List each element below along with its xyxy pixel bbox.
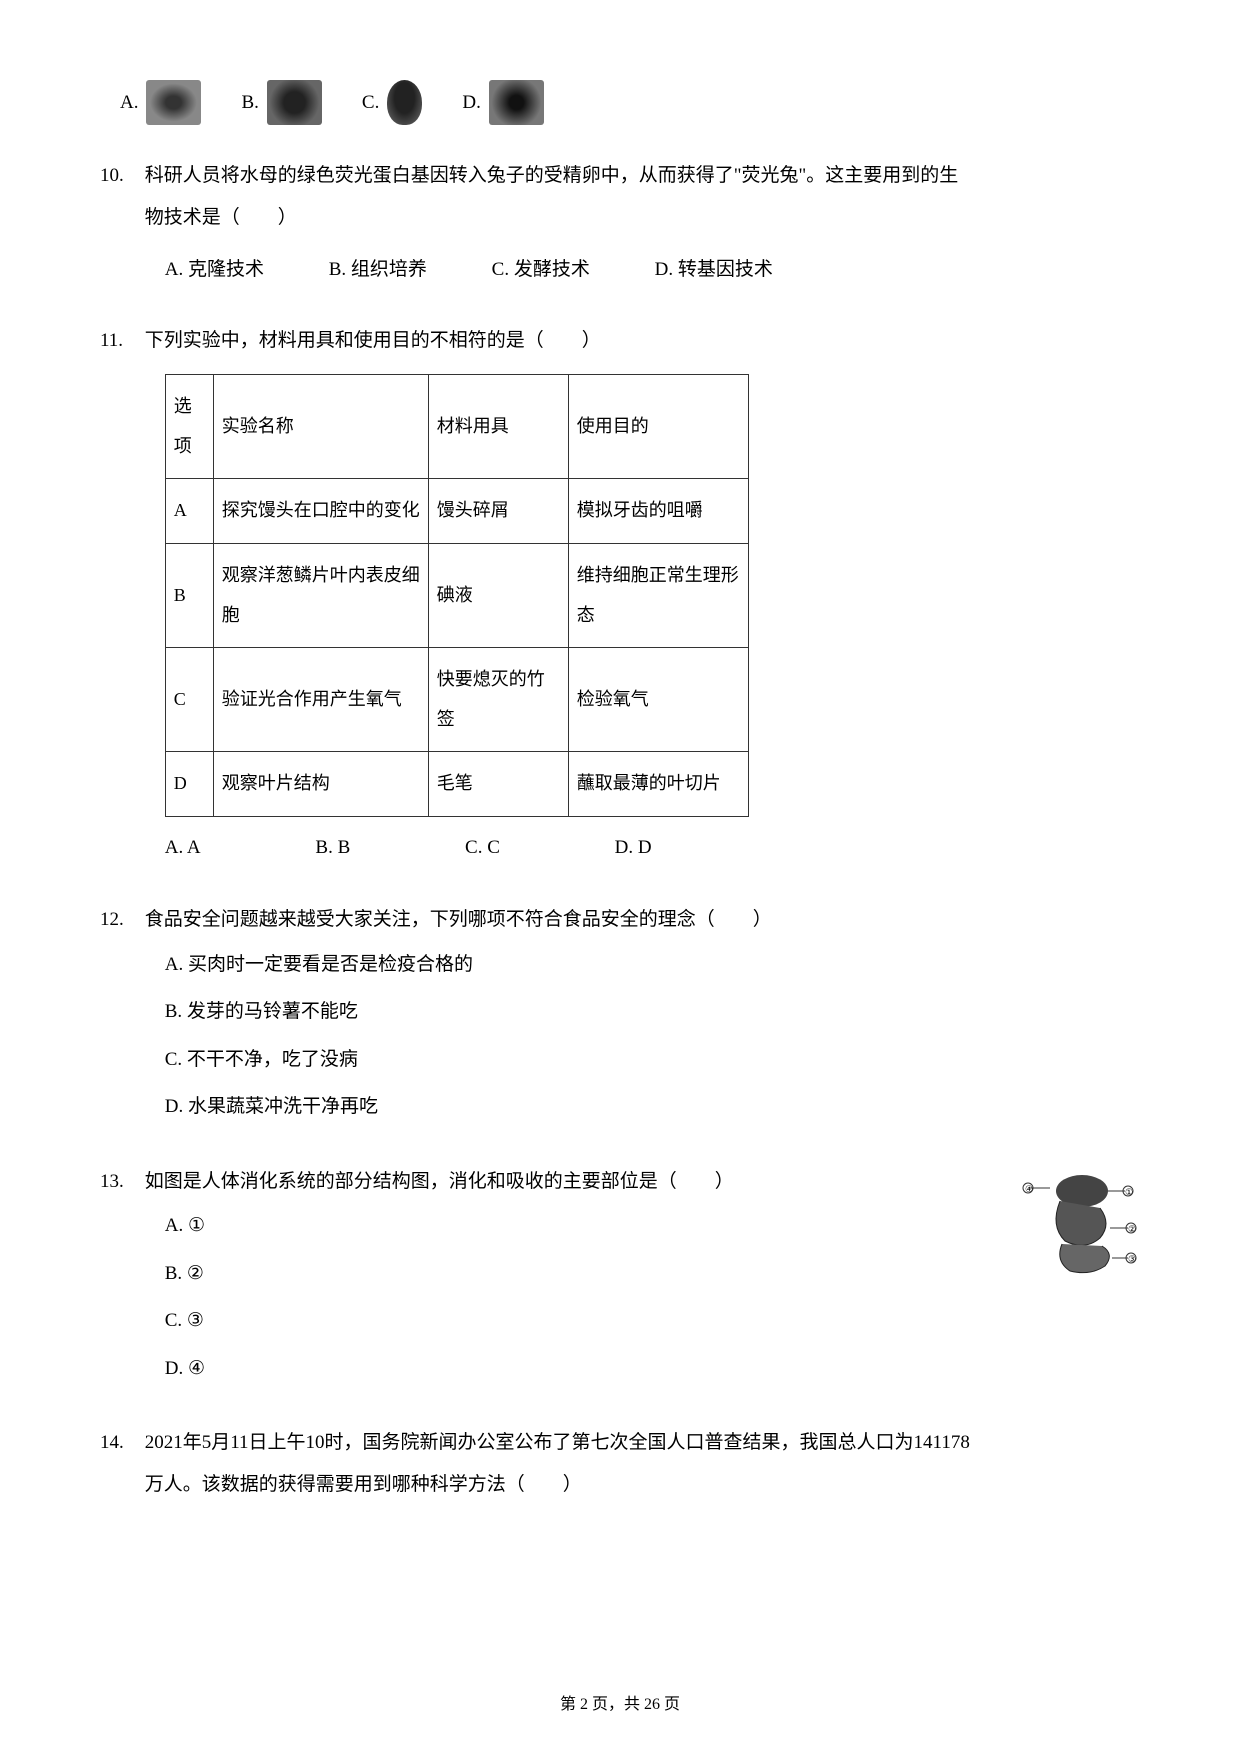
- question-number: 10.: [100, 155, 140, 197]
- option-b[interactable]: B. 发芽的马铃薯不能吃: [165, 988, 1140, 1036]
- option-b[interactable]: B. ②: [165, 1250, 1000, 1298]
- header-cell: 使用目的: [568, 375, 748, 479]
- label-2: ②: [1128, 1224, 1136, 1234]
- table-cell: 探究馒头在口腔中的变化: [213, 479, 428, 544]
- header-cell: 材料用具: [428, 375, 568, 479]
- header-cell: 实验名称: [213, 375, 428, 479]
- label-3: ③: [1128, 1254, 1136, 1264]
- table-cell: 碘液: [428, 543, 568, 647]
- option-b[interactable]: B. B: [315, 827, 350, 869]
- table-cell: 维持细胞正常生理形态: [568, 543, 748, 647]
- question-11: 11. 下列实验中，材料用具和使用目的不相符的是（ ） 选项 实验名称 材料用具…: [100, 320, 1140, 868]
- question-13: 13. 如图是人体消化系统的部分结构图，消化和吸收的主要部位是（ ） A. ① …: [100, 1161, 1140, 1393]
- option-label: B.: [241, 92, 258, 114]
- table-cell: C: [165, 648, 213, 752]
- butterfly-icon: [267, 80, 322, 125]
- question-line: 食品安全问题越来越受大家关注，下列哪项不符合食品安全的理念（ ）: [145, 909, 772, 930]
- option-c-image[interactable]: C.: [362, 80, 422, 125]
- option-a-image[interactable]: A.: [120, 80, 201, 125]
- option-d[interactable]: D. D: [615, 827, 652, 869]
- question-number: 13.: [100, 1161, 140, 1203]
- page-footer: 第 2 页，共 26 页: [0, 1690, 1240, 1714]
- question-text: 下列实验中，材料用具和使用目的不相符的是（ ） 选项 实验名称 材料用具 使用目…: [145, 320, 1140, 868]
- table-cell: 验证光合作用产生氧气: [213, 648, 428, 752]
- table-row: C 验证光合作用产生氧气 快要熄灭的竹签 检验氧气: [165, 648, 748, 752]
- spider-icon: [489, 80, 544, 125]
- question-text: 食品安全问题越来越受大家关注，下列哪项不符合食品安全的理念（ ） A. 买肉时一…: [145, 899, 1140, 1131]
- question-line-1: 科研人员将水母的绿色荧光蛋白基因转入兔子的受精卵中，从而获得了"荧光兔"。这主要…: [145, 165, 959, 186]
- experiment-table: 选项 实验名称 材料用具 使用目的 A 探究馒头在口腔中的变化 馒头碎屑 模拟牙…: [165, 374, 749, 817]
- option-b-image[interactable]: B.: [241, 80, 321, 125]
- option-a[interactable]: A. 克隆技术: [165, 249, 264, 291]
- question-number: 14.: [100, 1422, 140, 1464]
- table-cell: B: [165, 543, 213, 647]
- option-a[interactable]: A. A: [165, 827, 201, 869]
- option-a[interactable]: A. 买肉时一定要看是否是检疫合格的: [165, 941, 1140, 989]
- shell-icon: [387, 80, 422, 125]
- header-cell: 选项: [165, 375, 213, 479]
- option-label: A.: [120, 92, 138, 114]
- image-options-row: A. B. C. D.: [120, 80, 1140, 125]
- question-line-1: 2021年5月11日上午10时，国务院新闻办公室公布了第七次全国人口普查结果，我…: [145, 1432, 970, 1453]
- option-d[interactable]: D. ④: [165, 1345, 1000, 1393]
- table-row: B 观察洋葱鳞片叶内表皮细胞 碘液 维持细胞正常生理形态: [165, 543, 748, 647]
- option-label: C.: [362, 92, 379, 114]
- dragonfly-icon: [146, 80, 201, 125]
- label-4: ④: [1025, 1184, 1033, 1194]
- table-row: A 探究馒头在口腔中的变化 馒头碎屑 模拟牙齿的咀嚼: [165, 479, 748, 544]
- option-c[interactable]: C. 不干不净，吃了没病: [165, 1036, 1140, 1084]
- question-line-2: 万人。该数据的获得需要用到哪种科学方法（ ）: [145, 1474, 582, 1495]
- question-line-2: 物技术是（ ）: [145, 207, 297, 228]
- question-text: 科研人员将水母的绿色荧光蛋白基因转入兔子的受精卵中，从而获得了"荧光兔"。这主要…: [145, 155, 1140, 290]
- option-d[interactable]: D. 转基因技术: [655, 249, 773, 291]
- table-cell: D: [165, 752, 213, 817]
- option-c[interactable]: C. C: [465, 827, 500, 869]
- option-label: D.: [462, 92, 480, 114]
- option-d-image[interactable]: D.: [462, 80, 543, 125]
- option-c[interactable]: C. ③: [165, 1297, 1000, 1345]
- table-cell: 馒头碎屑: [428, 479, 568, 544]
- question-line: 如图是人体消化系统的部分结构图，消化和吸收的主要部位是（ ）: [145, 1171, 734, 1192]
- table-cell: 毛笔: [428, 752, 568, 817]
- question-text: 如图是人体消化系统的部分结构图，消化和吸收的主要部位是（ ） A. ① B. ②…: [145, 1161, 1140, 1393]
- question-text: 2021年5月11日上午10时，国务院新闻办公室公布了第七次全国人口普查结果，我…: [145, 1422, 1140, 1506]
- table-cell: 模拟牙齿的咀嚼: [568, 479, 748, 544]
- table-cell: 蘸取最薄的叶切片: [568, 752, 748, 817]
- question-number: 12.: [100, 899, 140, 941]
- option-a[interactable]: A. ①: [165, 1202, 1000, 1250]
- question-12: 12. 食品安全问题越来越受大家关注，下列哪项不符合食品安全的理念（ ） A. …: [100, 899, 1140, 1131]
- option-d[interactable]: D. 水果蔬菜冲洗干净再吃: [165, 1083, 1140, 1131]
- table-header-row: 选项 实验名称 材料用具 使用目的: [165, 375, 748, 479]
- digestive-system-diagram: ④ ① ② ③: [1020, 1166, 1140, 1286]
- table-cell: 检验氧气: [568, 648, 748, 752]
- question-10: 10. 科研人员将水母的绿色荧光蛋白基因转入兔子的受精卵中，从而获得了"荧光兔"…: [100, 155, 1140, 290]
- table-row: D 观察叶片结构 毛笔 蘸取最薄的叶切片: [165, 752, 748, 817]
- question-14: 14. 2021年5月11日上午10时，国务院新闻办公室公布了第七次全国人口普查…: [100, 1422, 1140, 1506]
- question-line: 下列实验中，材料用具和使用目的不相符的是（ ）: [145, 330, 601, 351]
- question-number: 11.: [100, 320, 140, 362]
- label-1: ①: [1125, 1187, 1133, 1197]
- table-cell: 快要熄灭的竹签: [428, 648, 568, 752]
- table-cell: 观察洋葱鳞片叶内表皮细胞: [213, 543, 428, 647]
- table-cell: 观察叶片结构: [213, 752, 428, 817]
- option-c[interactable]: C. 发酵技术: [492, 249, 590, 291]
- table-cell: A: [165, 479, 213, 544]
- option-b[interactable]: B. 组织培养: [329, 249, 427, 291]
